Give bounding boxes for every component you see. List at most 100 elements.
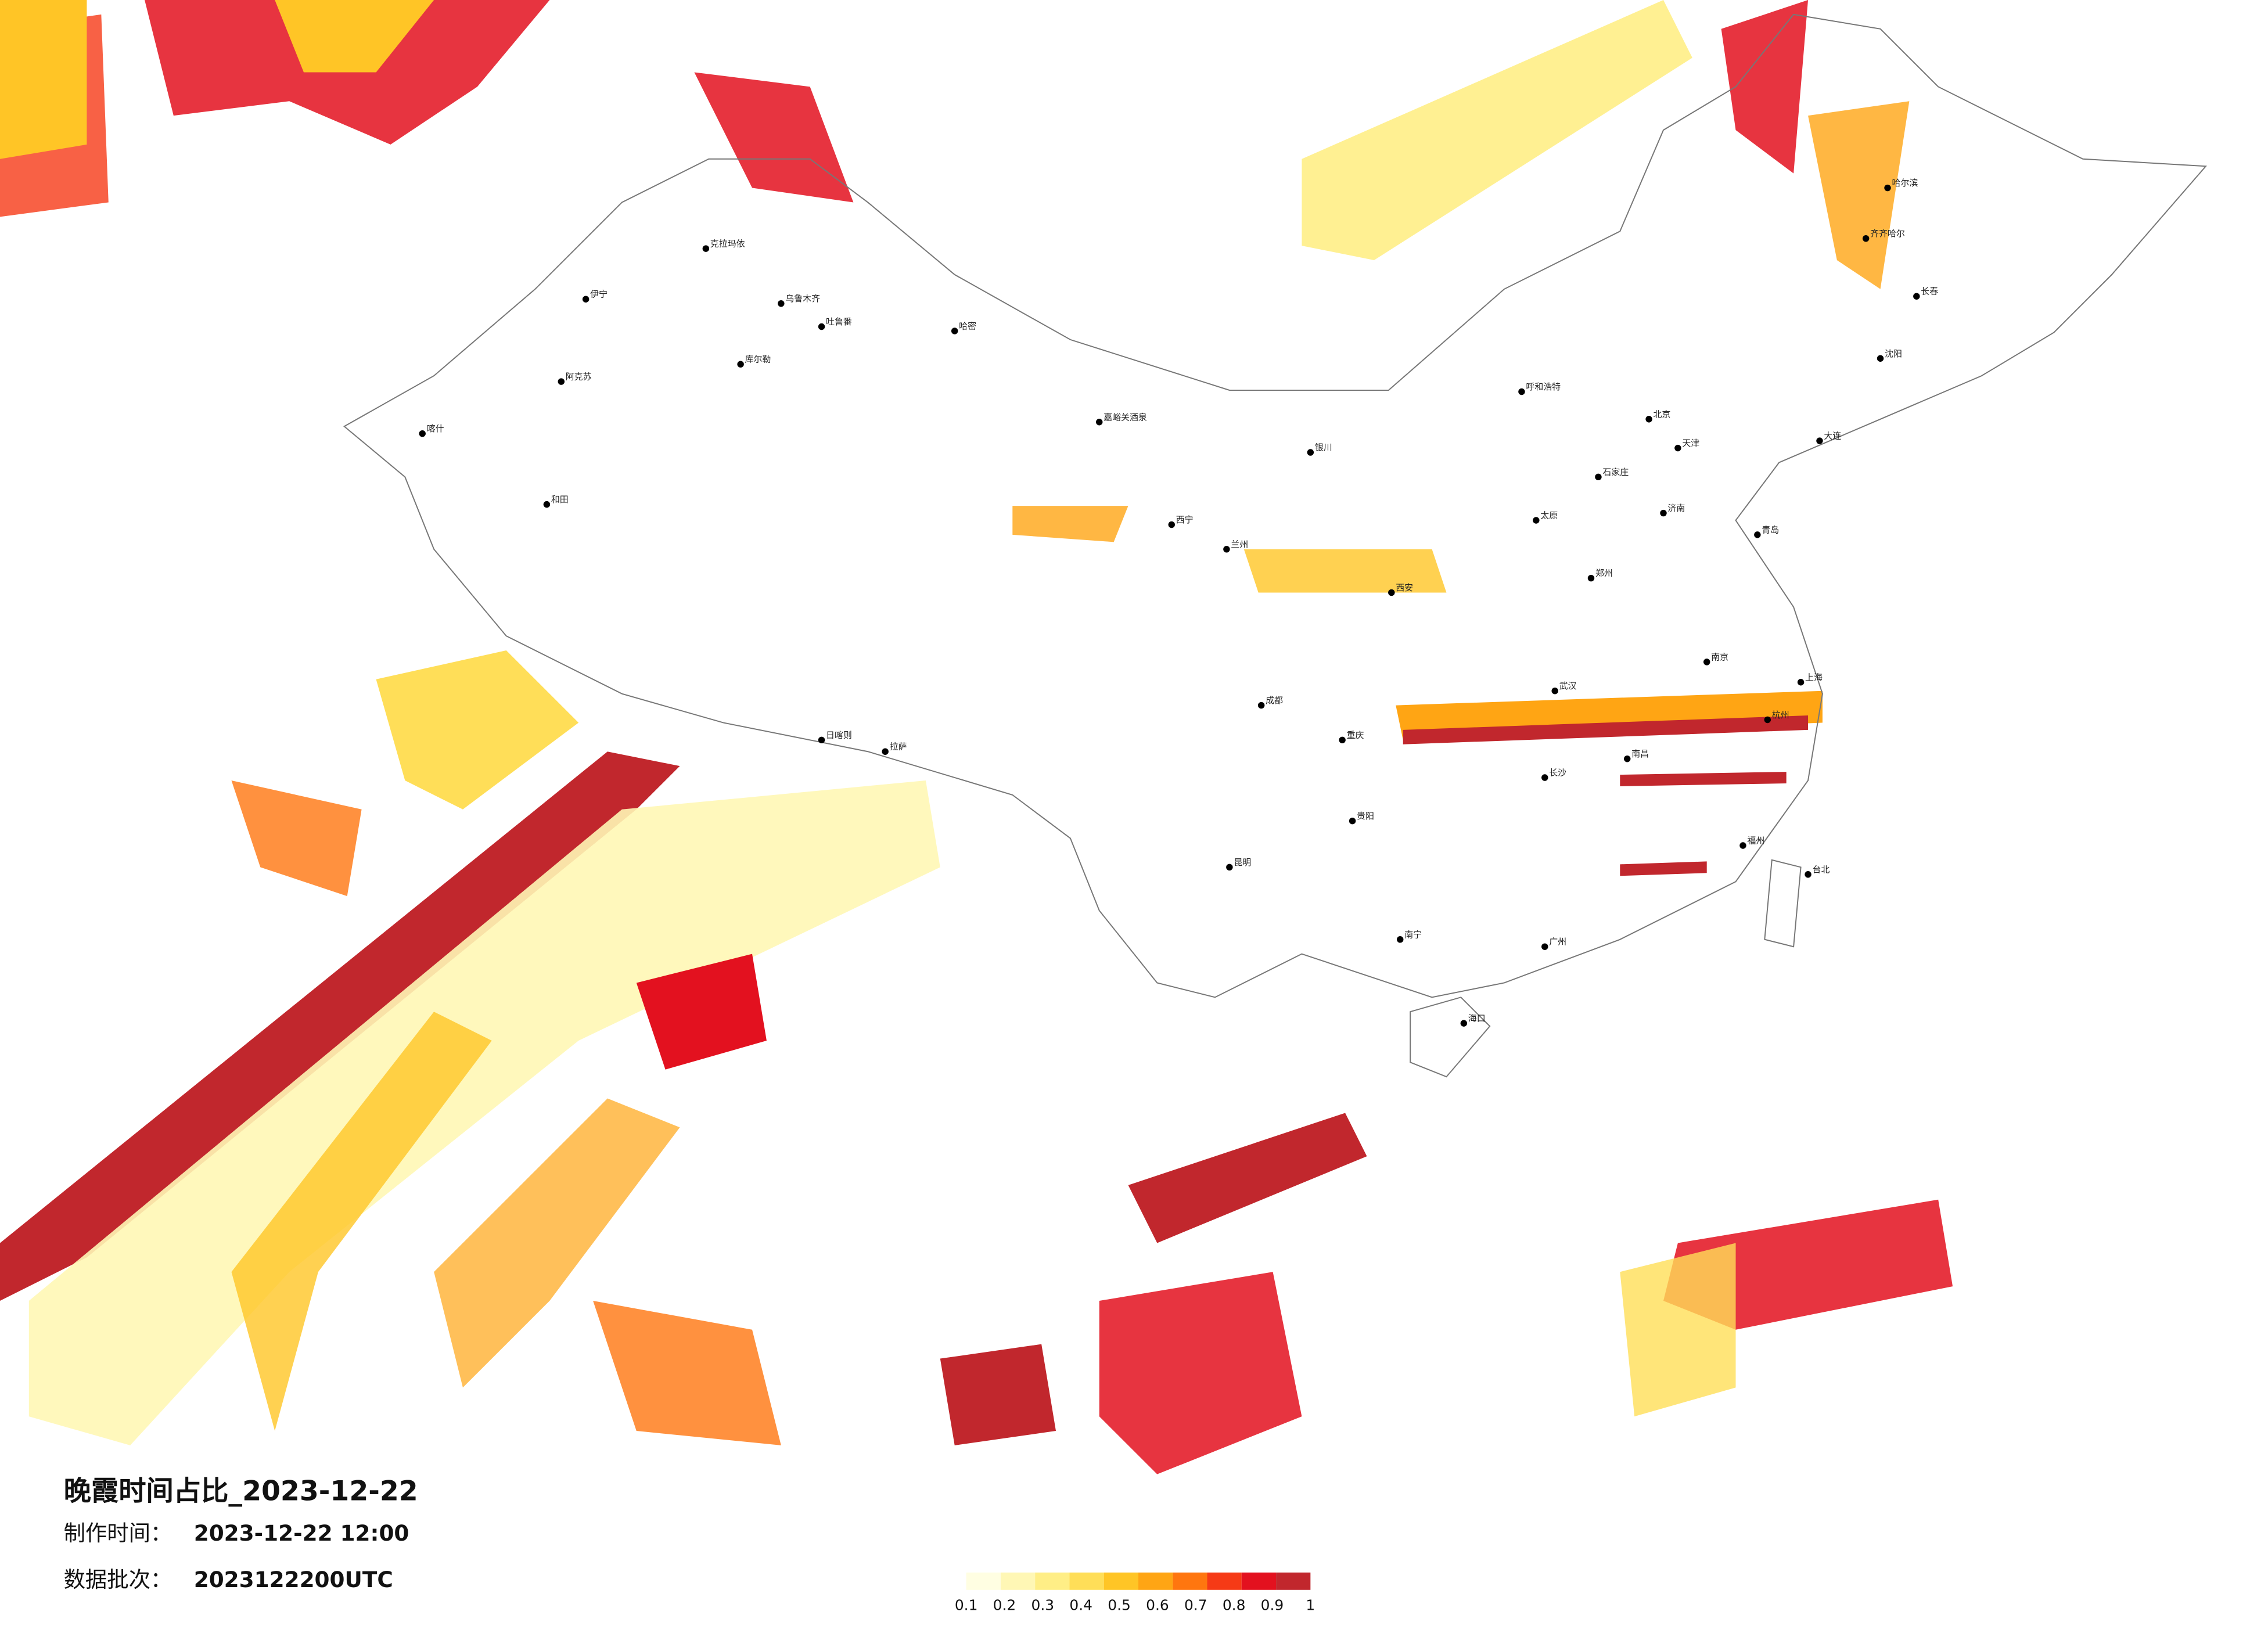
city-dot (558, 378, 565, 385)
city-label: 乌鲁木齐 (785, 293, 820, 304)
city-label: 呼和浩特 (1526, 382, 1561, 392)
map-title: 晚霞时间占比_2023-12-22 (64, 1475, 418, 1507)
city-dot (702, 245, 710, 252)
city-label: 青岛 (1762, 524, 1779, 535)
colorbar-tick-label: 1 (1306, 1597, 1315, 1614)
city-label: 拉萨 (890, 742, 907, 752)
colorbar-swatch (1207, 1572, 1242, 1590)
city-dot (1624, 755, 1631, 762)
city-dot (1226, 864, 1233, 871)
colorbar-swatch (1035, 1572, 1070, 1590)
colorbar-swatch (1276, 1572, 1311, 1590)
city-label: 西宁 (1176, 515, 1194, 525)
city-dot (1551, 687, 1558, 695)
city-label: 阿克苏 (566, 372, 592, 382)
city-label: 郑州 (1595, 568, 1613, 578)
info-value: 2023-12-22 12:00 (194, 1520, 409, 1546)
colorbar-tick-label: 0.9 (1261, 1597, 1284, 1614)
colorbar-swatch (1000, 1572, 1036, 1590)
city-label: 重庆 (1347, 730, 1364, 740)
colorbar-tick-label: 0.7 (1184, 1597, 1207, 1614)
city-label: 石家庄 (1602, 467, 1629, 477)
city-dot (1388, 589, 1395, 596)
info-label: 数据批次： (64, 1567, 172, 1592)
colorbar-tick-label: 0.2 (993, 1597, 1016, 1614)
city-dot (1862, 235, 1870, 242)
city-dot (1397, 936, 1404, 943)
city-label: 杭州 (1772, 710, 1789, 720)
colorbar-tick-label: 0.4 (1069, 1597, 1092, 1614)
colorbar-swatch (1069, 1572, 1104, 1590)
city-dot (419, 430, 426, 437)
city-dot (582, 296, 590, 303)
colorbar-swatch (1173, 1572, 1207, 1590)
city-dot (1645, 416, 1652, 423)
city-label: 海口 (1468, 1013, 1486, 1024)
city-label: 齐齐哈尔 (1870, 228, 1905, 239)
city-dot (1884, 184, 1891, 192)
city-label: 武汉 (1559, 681, 1577, 691)
colorbar-tick-label: 0.5 (1108, 1597, 1131, 1614)
city-dot (1339, 736, 1346, 744)
city-label: 西安 (1396, 582, 1413, 593)
city-dot (737, 361, 744, 368)
city-dot (1307, 449, 1314, 456)
china-border (343, 13, 2207, 1078)
colorbar-tick-label: 0.1 (955, 1597, 978, 1614)
city-label: 昆明 (1234, 857, 1251, 868)
city-dot (818, 736, 825, 744)
city-label: 哈密 (959, 321, 976, 331)
city-dot (1587, 574, 1595, 582)
city-dot (1541, 774, 1548, 781)
city-label: 贵阳 (1357, 811, 1374, 821)
city-dot (1816, 437, 1823, 444)
city-label: 南宁 (1404, 929, 1422, 940)
city-dot (1674, 444, 1681, 452)
city-dot (1533, 517, 1540, 524)
city-label: 沈阳 (1885, 348, 1902, 359)
city-dot (1518, 388, 1525, 395)
city-dot (1460, 1020, 1468, 1027)
city-dot (1877, 355, 1884, 362)
city-label: 成都 (1266, 695, 1283, 706)
city-label: 福州 (1747, 836, 1764, 846)
city-label: 天津 (1682, 438, 1699, 448)
city-label: 伊宁 (590, 289, 608, 300)
city-label: 嘉峪关酒泉 (1104, 412, 1147, 422)
city-label: 和田 (551, 494, 569, 505)
city-label: 广州 (1549, 937, 1566, 947)
city-label: 哈尔滨 (1892, 178, 1918, 188)
city-label: 日喀则 (826, 730, 852, 740)
city-label: 台北 (1813, 864, 1830, 875)
city-dot (543, 501, 551, 508)
colorbar-swatch (1138, 1572, 1173, 1590)
city-dot (1096, 419, 1103, 426)
city-label: 南昌 (1631, 749, 1649, 759)
sunset-field (0, 0, 1953, 1474)
city-label: 长沙 (1549, 768, 1566, 778)
city-dot (1349, 817, 1356, 825)
city-label: 大连 (1824, 431, 1841, 441)
city-label: 银川 (1315, 443, 1332, 453)
colorbar-tick-label: 0.8 (1223, 1597, 1246, 1614)
city-label: 兰州 (1231, 539, 1248, 549)
city-label: 吐鲁番 (826, 316, 852, 327)
city-dot (1541, 943, 1548, 950)
city-dot (778, 300, 785, 307)
city-dot (1223, 546, 1230, 553)
city-dot (1797, 679, 1805, 686)
city-dot (1660, 509, 1667, 517)
colorbar-swatch (966, 1572, 1001, 1590)
colorbar-tick-label: 0.6 (1146, 1597, 1169, 1614)
city-label: 喀什 (427, 423, 444, 434)
city-dot (1703, 659, 1710, 665)
city-label: 长春 (1921, 286, 1938, 297)
city-dot (1764, 716, 1771, 724)
city-label: 北京 (1654, 409, 1671, 419)
city-label: 济南 (1667, 503, 1685, 513)
city-dot (951, 328, 958, 334)
city-dot (1913, 293, 1920, 300)
colorbar-swatch (1104, 1572, 1138, 1590)
